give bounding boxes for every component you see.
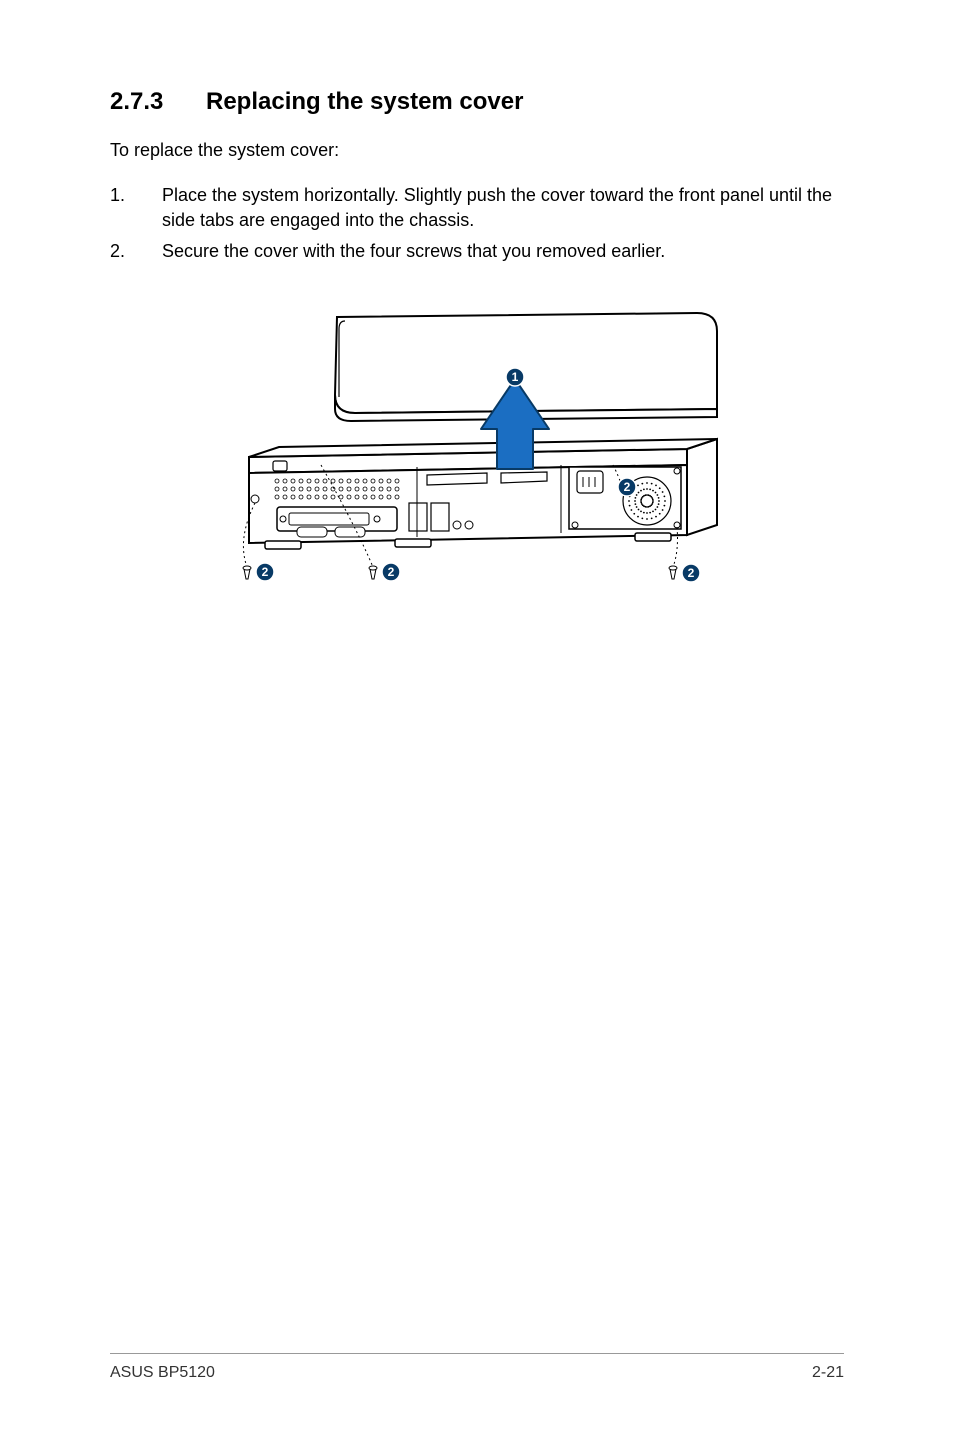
system-cover-diagram: 1 2 2 2 2: [217, 289, 737, 599]
svg-text:2: 2: [688, 566, 695, 580]
heading-number: 2.7.3: [110, 88, 206, 116]
list-item: 2. Secure the cover with the four screws…: [110, 239, 844, 264]
intro-text: To replace the system cover:: [110, 140, 844, 161]
step-list: 1. Place the system horizontally. Slight…: [110, 183, 844, 263]
svg-text:2: 2: [262, 565, 269, 579]
footer-left: ASUS BP5120: [110, 1364, 215, 1382]
step-number: 1.: [110, 183, 162, 233]
list-item: 1. Place the system horizontally. Slight…: [110, 183, 844, 233]
footer-right: 2-21: [812, 1364, 844, 1382]
svg-text:2: 2: [388, 565, 395, 579]
diagram-container: 1 2 2 2 2: [110, 289, 844, 599]
svg-text:1: 1: [512, 370, 519, 384]
page-footer: ASUS BP5120 2-21: [110, 1353, 844, 1382]
step-number: 2.: [110, 239, 162, 264]
step-text: Secure the cover with the four screws th…: [162, 239, 844, 264]
heading-title: Replacing the system cover: [206, 88, 523, 115]
svg-text:2: 2: [624, 480, 631, 494]
section-heading: 2.7.3Replacing the system cover: [110, 88, 844, 116]
step-text: Place the system horizontally. Slightly …: [162, 183, 844, 233]
